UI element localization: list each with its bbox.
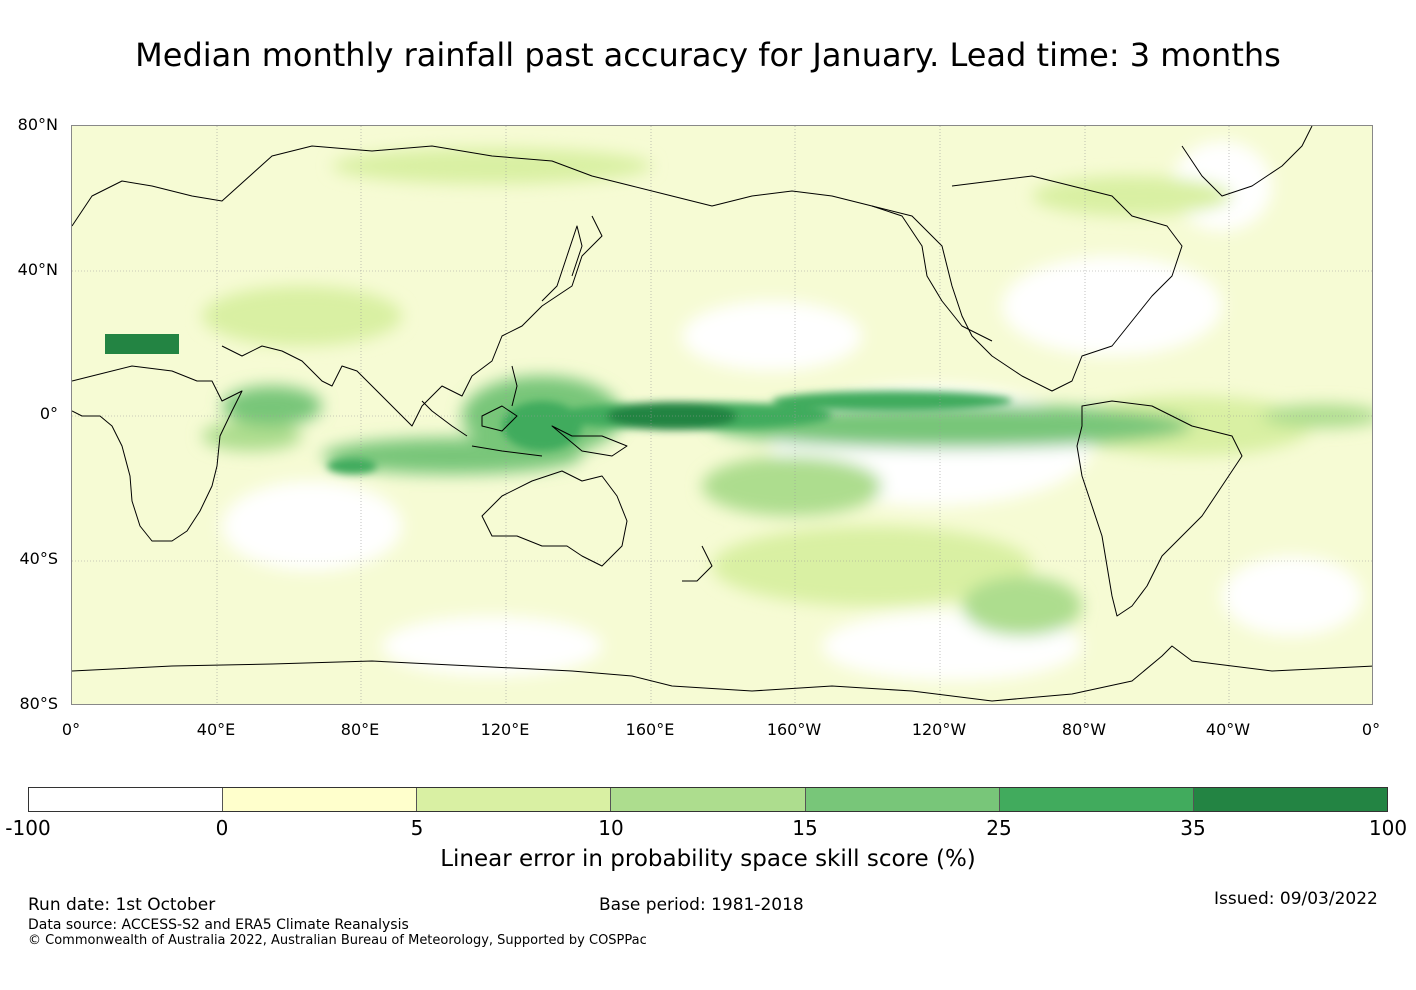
- copyright: © Commonwealth of Australia 2022, Austra…: [28, 933, 647, 948]
- colorbar-segment-25-35: [999, 788, 1194, 811]
- skill-field-high: [327, 391, 1012, 474]
- coastline-philippines: [511, 365, 518, 407]
- coastline-java: [471, 445, 543, 457]
- lon-label-160e: 160°E: [625, 720, 675, 739]
- colorbar-segment-35-100: [1193, 788, 1387, 811]
- lon-label-40w: 40°W: [1205, 720, 1251, 739]
- colorbar-segment-10-15: [611, 788, 806, 811]
- colorbar-segment-15-25: [805, 788, 1000, 811]
- colorbar-tick-15: 15: [792, 816, 818, 840]
- colorbar-tick-5: 5: [410, 816, 424, 840]
- coastline-greenland: [1181, 126, 1313, 197]
- lat-label-40s: 40°S: [19, 549, 58, 568]
- north-africa-high-skill: [105, 334, 179, 354]
- coastline-new-guinea: [551, 425, 628, 457]
- lon-label-40e: 40°E: [196, 720, 236, 739]
- lon-label-0-east: 0°: [1361, 720, 1381, 739]
- coastline-sumatra: [421, 400, 468, 437]
- lon-label-120e: 120°E: [480, 720, 530, 739]
- colorbar-tick-100: 100: [1368, 816, 1408, 840]
- coastline-africa: [72, 365, 243, 542]
- coastline-north-america: [871, 175, 1183, 392]
- colorbar-segment-neg100-0: [29, 788, 224, 811]
- coastline-borneo: [481, 405, 518, 432]
- coastlines: [72, 126, 1372, 702]
- colorbar-label: Linear error in probability space skill …: [440, 846, 976, 872]
- colorbar: [28, 787, 1388, 812]
- lat-label-40n: 40°N: [17, 260, 58, 279]
- coastline-south-america: [1076, 400, 1243, 617]
- colorbar-tick-10: 10: [598, 816, 624, 840]
- lon-label-80e: 80°E: [340, 720, 380, 739]
- coastline-australia: [481, 470, 628, 567]
- lon-label-80w: 80°W: [1061, 720, 1107, 739]
- colorbar-tick-25: 25: [986, 816, 1012, 840]
- coastline-new-zealand: [682, 545, 713, 582]
- lon-label-0-west: 0°: [61, 720, 81, 739]
- coastline-asia-south: [221, 215, 603, 427]
- coastline-japan: [541, 225, 583, 302]
- coastline-antarctica: [72, 645, 1372, 702]
- colorbar-segment-5-10: [417, 788, 612, 811]
- map-title: Median monthly rainfall past accuracy fo…: [135, 36, 1281, 74]
- run-date: Run date: 1st October: [28, 895, 216, 915]
- lon-label-160w: 160°W: [766, 720, 822, 739]
- lat-label-80n: 80°N: [17, 115, 58, 134]
- lat-label-80s: 80°S: [19, 694, 58, 713]
- colorbar-tick-0: 0: [215, 816, 229, 840]
- colorbar-tick-neg100: -100: [5, 816, 51, 840]
- coastline-eurasia-north: [72, 145, 993, 342]
- issued-date: Issued: 09/03/2022: [1214, 889, 1378, 909]
- colorbar-segment-0-5: [223, 788, 418, 811]
- graticule: [72, 126, 1372, 704]
- base-period: Base period: 1981-2018: [599, 895, 804, 915]
- colorbar-tick-35: 35: [1180, 816, 1206, 840]
- skill-score-map: [71, 125, 1373, 705]
- lat-label-equator: 0°: [39, 404, 58, 423]
- map-canvas: [72, 126, 1372, 704]
- data-source: Data source: ACCESS-S2 and ERA5 Climate …: [28, 917, 409, 933]
- lon-label-120w: 120°W: [911, 720, 967, 739]
